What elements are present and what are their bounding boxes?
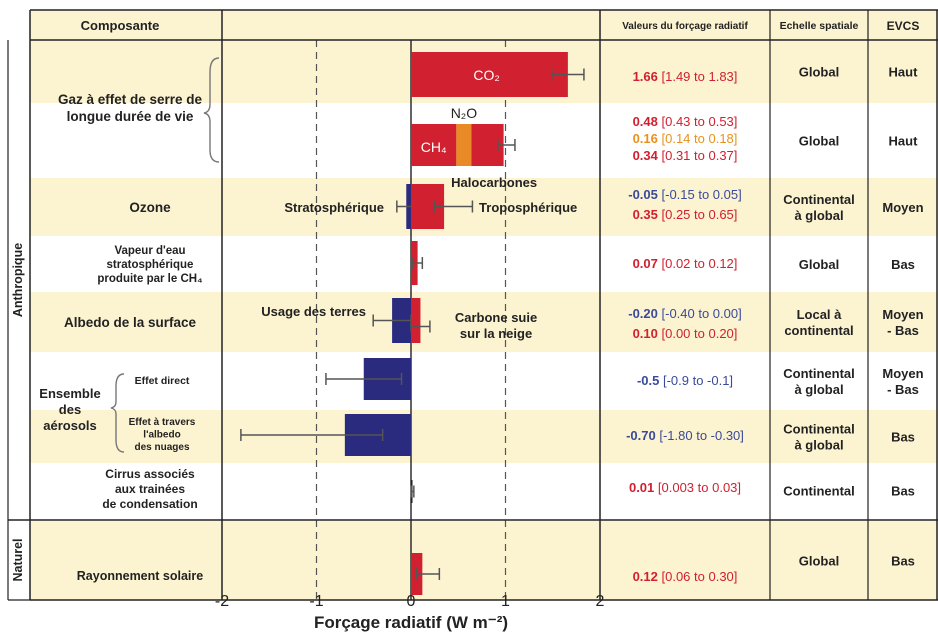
bar-label: Usage des terres <box>261 304 366 319</box>
row-label: l'albedo <box>143 430 180 441</box>
row-label: des nuages <box>134 442 189 453</box>
row-label: Vapeur d'eau <box>114 245 185 257</box>
bar-label: Stratosphérique <box>284 200 384 215</box>
x-tick-label: 2 <box>596 593 605 610</box>
bar-label: Troposphérique <box>479 200 577 215</box>
evcs-level: Bas <box>891 484 915 499</box>
group-natural: Naturel <box>11 538 25 581</box>
forcing-value: 0.34 [0.31 to 0.37] <box>633 148 738 163</box>
x-tick-label: 1 <box>501 593 510 610</box>
bar-label: CO₂ <box>473 67 499 83</box>
bar-label: N₂O <box>451 105 478 121</box>
forcing-value: 1.66 [1.49 to 1.83] <box>633 69 738 84</box>
evcs-level: Moyen <box>882 366 923 381</box>
forcing-value: 0.10 [0.00 to 0.20] <box>633 326 738 341</box>
forcing-value: -0.05 [-0.15 to 0.05] <box>628 187 741 202</box>
evcs-level: Haut <box>889 65 919 80</box>
header-band <box>30 10 938 40</box>
forcing-value: 0.16 [0.14 to 0.18] <box>633 131 738 146</box>
row-band <box>30 410 938 463</box>
row-band <box>30 292 938 352</box>
row-label: Effet à travers <box>129 417 196 428</box>
bar <box>411 52 568 97</box>
forcing-value: 0.48 [0.43 to 0.53] <box>633 114 738 129</box>
row-label: longue durée de vie <box>67 109 194 124</box>
header-scale: Echelle spatiale <box>780 20 859 32</box>
forcing-value: 0.12 [0.06 to 0.30] <box>633 569 738 584</box>
row-label: produite par le CH₄ <box>97 273 202 285</box>
spatial-scale: continental <box>784 323 853 338</box>
x-tick-label: 0 <box>407 593 416 610</box>
spatial-scale: Global <box>799 134 839 149</box>
evcs-level: Bas <box>891 554 915 569</box>
aerosol-brace <box>110 373 125 453</box>
forcing-value: 0.35 [0.25 to 0.65] <box>633 207 738 222</box>
evcs-level: - Bas <box>887 323 919 338</box>
spatial-scale: Continental <box>783 422 855 437</box>
x-tick-label: -2 <box>215 593 229 610</box>
row-label: stratosphérique <box>107 259 194 271</box>
header-component: Composante <box>81 18 160 33</box>
row-label: Cirrus associés <box>105 467 195 481</box>
aerosol-group-label: Ensemble <box>39 386 100 401</box>
forcing-value: 0.01 [0.003 to 0.03] <box>629 480 741 495</box>
evcs-level: Haut <box>889 134 919 149</box>
row-band <box>30 178 938 236</box>
evcs-level: Bas <box>891 257 915 272</box>
spatial-scale: à global <box>794 382 843 397</box>
row-label: Gaz à effet de serre de <box>58 92 203 107</box>
spatial-scale: Continental <box>783 484 855 499</box>
evcs-level: Moyen <box>882 307 923 322</box>
x-axis-label: Forçage radiatif (W m⁻²) <box>314 613 508 632</box>
row-label: Albedo de la surface <box>64 315 197 330</box>
header-values: Valeurs du forçage radiatif <box>622 21 748 32</box>
spatial-scale: Global <box>799 554 839 569</box>
forcing-value: -0.70 [-1.80 to -0.30] <box>626 428 744 443</box>
spatial-scale: à global <box>794 208 843 223</box>
evcs-level: - Bas <box>887 382 919 397</box>
spatial-scale: Local à <box>797 307 843 322</box>
forcing-value: -0.20 [-0.40 to 0.00] <box>628 306 741 321</box>
bar-label: sur la neige <box>460 326 532 341</box>
spatial-scale: Global <box>799 257 839 272</box>
spatial-scale: à global <box>794 438 843 453</box>
ghg-brace <box>203 57 220 163</box>
bar-label: Carbone suie <box>455 310 537 325</box>
row-label: Rayonnement solaire <box>77 569 203 583</box>
bar-label: CH₄ <box>421 139 447 155</box>
row-band <box>30 521 938 600</box>
row-label: Ozone <box>129 200 171 215</box>
bar-label: Halocarbones <box>451 175 537 190</box>
evcs-level: Moyen <box>882 200 923 215</box>
row-label: Effet direct <box>135 375 190 387</box>
evcs-level: Bas <box>891 430 915 445</box>
forcing-value: -0.5 [-0.9 to -0.1] <box>637 373 733 388</box>
spatial-scale: Continental <box>783 192 855 207</box>
row-label: aux trainées <box>115 482 185 496</box>
aerosol-group-label: aérosols <box>43 418 96 433</box>
forcing-value: 0.07 [0.02 to 0.12] <box>633 256 738 271</box>
spatial-scale: Global <box>799 65 839 80</box>
row-label: de condensation <box>102 497 197 511</box>
header-evcs: EVCS <box>887 19 920 33</box>
bar <box>411 124 457 166</box>
x-tick-label: -1 <box>309 593 323 610</box>
bar <box>456 124 472 166</box>
aerosol-group-label: des <box>59 402 81 417</box>
group-anthropic: Anthropique <box>11 243 25 317</box>
bar <box>411 298 421 343</box>
spatial-scale: Continental <box>783 366 855 381</box>
